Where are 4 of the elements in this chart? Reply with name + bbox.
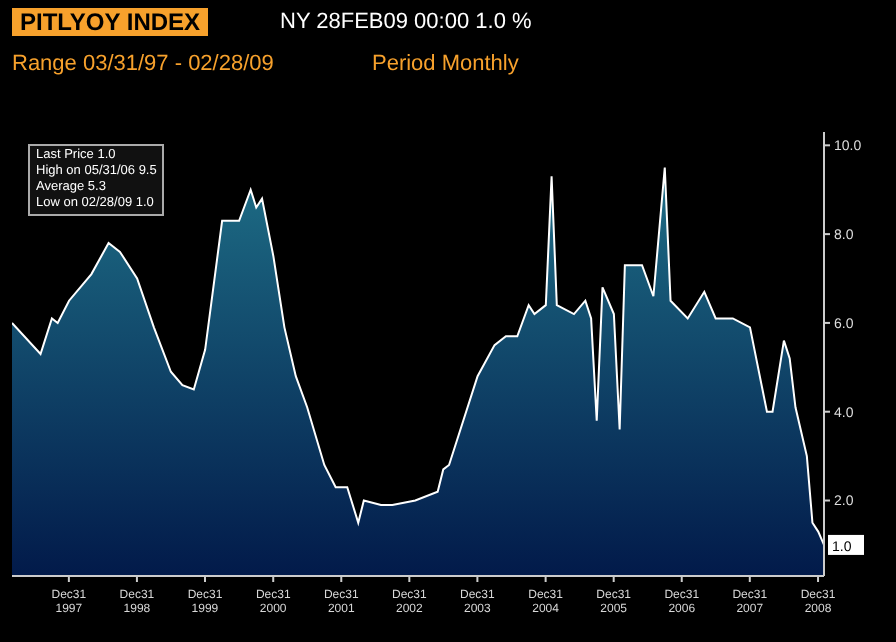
text: Period Monthly bbox=[372, 52, 519, 76]
chart-subtitle: NY 28FEB09 00:00 1.0 % bbox=[280, 10, 532, 34]
chart-title: PITLYOY INDEX bbox=[12, 8, 209, 36]
text: Range 03/31/97 - 02/28/09 bbox=[12, 52, 274, 76]
